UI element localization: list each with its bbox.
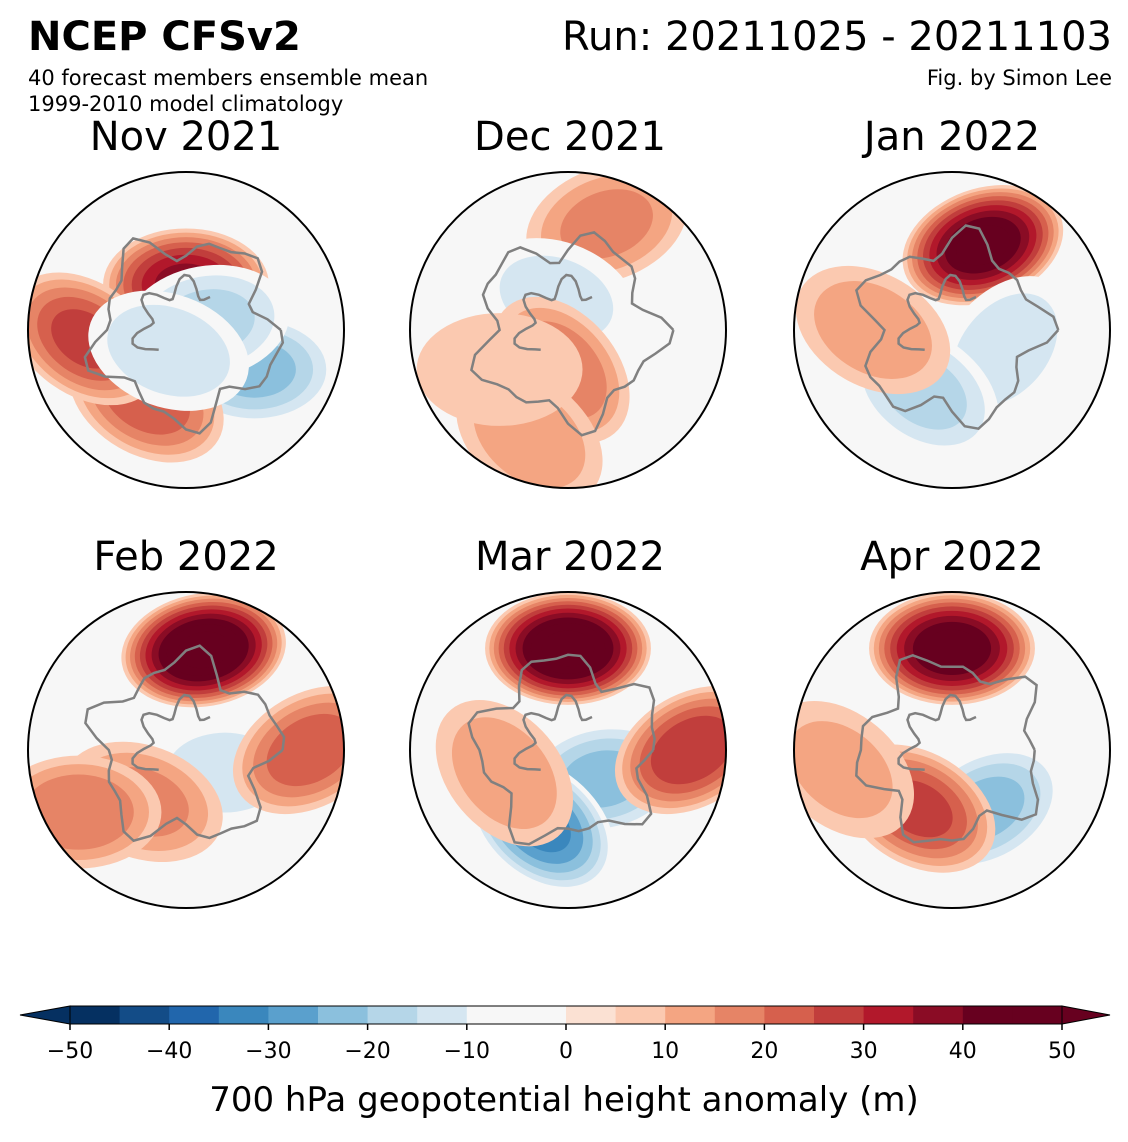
panel-title: Dec 2021 [474,114,666,160]
panel-title: Feb 2022 [93,534,279,580]
map-border [409,591,727,909]
anomaly-center [435,699,573,847]
colorbar-tick-label: −30 [245,1039,291,1064]
polar-map [794,592,1110,908]
colorbar-tick-label: −20 [344,1039,390,1064]
colorbar-swatch [119,1006,170,1024]
coastlines [470,231,675,437]
run-dates: Run: 20211025 - 20211103 [562,14,1112,60]
coastlines [83,237,285,435]
climatology-subtitle: 1999-2010 model climatology [28,92,344,116]
colorbar-swatch [615,1006,666,1024]
map-border [793,171,1111,489]
colorbar-tick-label: −40 [146,1039,192,1064]
colorbar-swatch [714,1006,765,1024]
ensemble-subtitle: 40 forecast members ensemble mean [28,66,429,90]
colorbar-tick-label: 0 [559,1039,573,1064]
polar-map [28,172,344,488]
colorbar-extend-over [1061,1005,1111,1025]
colorbar-extend-under [19,1005,71,1025]
colorbar-swatch [665,1006,716,1024]
panel-title: Mar 2022 [475,534,665,580]
colorbar-swatch [516,1006,567,1024]
map-border [27,591,345,909]
anomaly-center [869,592,1035,705]
panel-title: Apr 2022 [860,534,1044,580]
map-border [27,171,345,489]
colorbar-swatch [814,1006,865,1024]
colorbar-swatch [70,1006,121,1024]
map-border [793,591,1111,909]
colorbar-tick-label: 50 [1048,1039,1076,1064]
anomaly-center [902,185,1064,306]
colorbar-tick-label: −50 [47,1039,93,1064]
polar-map [410,172,726,488]
anomaly-center [416,313,583,426]
anomaly-center [795,265,951,395]
colorbar-swatch [764,1006,815,1024]
colorbar-swatch [863,1006,914,1024]
anomaly-center [485,592,651,705]
colorbar-swatch [566,1006,617,1024]
coastlines [84,644,286,843]
figure-credit: Fig. by Simon Lee [926,66,1112,90]
colorbar-tick-label: 30 [850,1039,878,1064]
colorbar-tick-label: 40 [949,1039,977,1064]
colorbar-swatch [268,1006,319,1024]
colorbar-tick-label: 20 [750,1039,778,1064]
coastlines [467,653,656,846]
panel-title: Nov 2021 [89,114,283,160]
panel-title: Jan 2022 [863,114,1041,160]
colorbar-swatch [218,1006,269,1024]
colorbar-swatch [962,1006,1013,1024]
colorbar-tick-label: −10 [444,1039,490,1064]
polar-map [794,172,1110,488]
coastlines [855,653,1040,844]
anomaly-center [28,755,162,869]
figure-title: NCEP CFSv2 [28,14,301,60]
polar-map [28,592,344,908]
colorbar-swatch [1012,1006,1063,1024]
map-border [409,171,727,489]
colorbar-swatch [466,1006,517,1024]
colorbar-swatch [318,1006,369,1024]
colorbar-swatch [367,1006,418,1024]
colorbar-swatch [913,1006,964,1024]
colorbar-label: 700 hPa geopotential height anomaly (m) [209,1080,919,1120]
coastlines [855,224,1060,431]
colorbar: −50 −40 −30 −20 −10 0 10 20 30 40 50 [19,1005,1111,1064]
anomaly-center [88,290,249,411]
anomaly-center [121,592,286,708]
colorbar-swatch [417,1006,468,1024]
colorbar-tick-label: 10 [651,1039,679,1064]
colorbar-swatch [169,1006,220,1024]
